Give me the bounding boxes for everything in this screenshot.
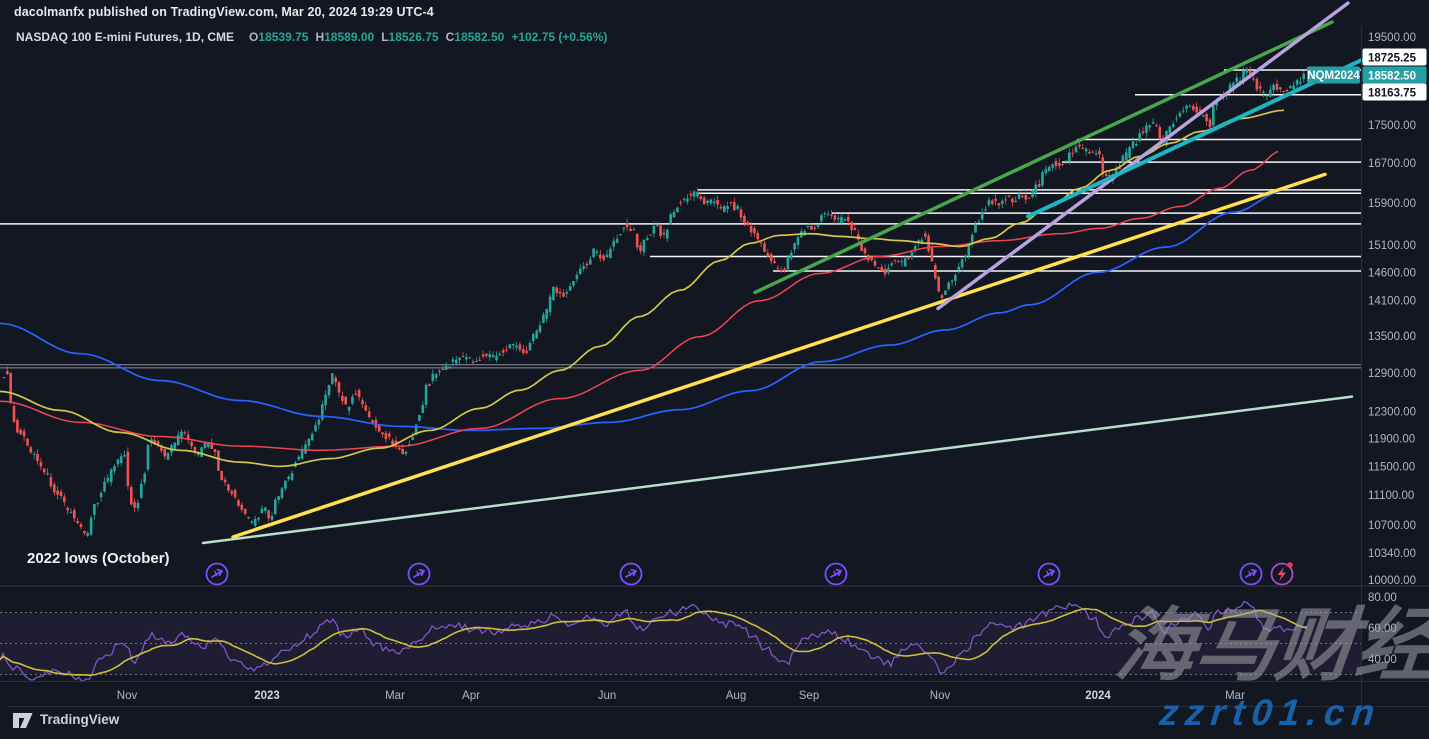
trendline-channel-green[interactable] — [753, 20, 1334, 295]
ma-yellow-line[interactable] — [0, 109, 1285, 468]
price-label-white: 18163.75 — [1368, 88, 1417, 100]
tradingview-logo-footer[interactable]: TradingView — [12, 710, 119, 729]
price-axis-tick: 10700.00 — [1368, 520, 1416, 532]
symbol-title[interactable]: NASDAQ 100 E-mini Futures, 1D, CME — [16, 30, 235, 44]
contract-rollover-icon[interactable] — [1037, 562, 1061, 586]
trendline-accel-teal[interactable] — [1026, 58, 1363, 219]
time-axis-month: Nov — [117, 690, 138, 702]
tradingview-icon — [13, 713, 33, 728]
rsi-axis-tick: 80.00 — [1368, 592, 1397, 604]
change-value: +102.75 (+0.56%) — [511, 30, 608, 44]
open-value: 18539.75 — [258, 30, 309, 44]
price-axis-tick: 15100.00 — [1368, 240, 1416, 252]
price-axis-tick: 12900.00 — [1368, 368, 1416, 380]
tradingview-brand-text: TradingView — [40, 712, 120, 727]
symbol-tag-box — [1307, 66, 1360, 84]
publish-bar: dacolmanfx published on TradingView.com,… — [14, 5, 434, 19]
chart-annotation-2022-lows[interactable]: 2022 lows (October) — [27, 550, 170, 567]
contract-rollover-icon[interactable] — [205, 562, 229, 586]
contract-rollover-icon[interactable] — [824, 562, 848, 586]
price-axis-tick: 11100.00 — [1368, 490, 1414, 502]
price-label-teal: 18582.50 — [1368, 71, 1416, 83]
price-axis-tick: 16700.00 — [1368, 158, 1416, 170]
trendline-long-term-support-mint[interactable] — [201, 395, 1354, 545]
time-axis-month: Mar — [385, 690, 405, 702]
low-label: L — [381, 30, 389, 44]
watermark-cjk: 海马财经 — [1111, 601, 1429, 690]
rsi-ma-line[interactable] — [0, 607, 1308, 677]
support-resistance-lines[interactable] — [0, 69, 1361, 272]
trendline-uptrend-yellow[interactable] — [231, 172, 1327, 539]
price-axis-tick: 13500.00 — [1368, 331, 1416, 343]
price-axis-tick: 14100.00 — [1368, 296, 1416, 308]
price-axis-tick: 17500.00 — [1368, 120, 1416, 132]
trendline-accel-purple[interactable] — [936, 1, 1350, 311]
price-axis-tick: 12300.00 — [1368, 407, 1416, 419]
rsi-axis-tick: 40.00 — [1368, 654, 1397, 666]
ma-blue-line[interactable] — [0, 191, 1279, 432]
low-value: 18526.75 — [388, 30, 439, 44]
contract-rollover-icon[interactable] — [619, 562, 643, 586]
price-axis-tick: 10000.00 — [1368, 575, 1416, 587]
price-label-white: 18725.25 — [1368, 53, 1417, 65]
rsi-axis-tick: 60.00 — [1368, 623, 1397, 635]
price-axis-tick: 11900.00 — [1368, 434, 1415, 446]
time-axis-month: Nov — [930, 690, 951, 702]
price-axis-tick: 11500.00 — [1368, 461, 1415, 473]
time-axis-year: 2024 — [1085, 690, 1111, 702]
close-label: C — [445, 30, 455, 44]
symbol-tag-text: NQM2024 — [1307, 70, 1360, 82]
watermark-url: zzrt01.cn — [1157, 692, 1384, 733]
rsi-line[interactable] — [0, 600, 1308, 683]
high-value: 18589.00 — [324, 30, 375, 44]
publish-text: dacolmanfx published on TradingView.com,… — [14, 5, 434, 19]
contract-rollover-icon[interactable] — [407, 562, 431, 586]
time-axis-month: Sep — [799, 690, 819, 702]
ma-red-line[interactable] — [0, 150, 1279, 452]
time-axis-year: 2023 — [254, 690, 280, 702]
lightning-event-icon[interactable] — [1270, 562, 1294, 586]
price-axis-tick: 15900.00 — [1368, 198, 1416, 210]
close-value: 18582.50 — [454, 30, 505, 44]
price-axis-tick: 10340.00 — [1368, 548, 1416, 560]
price-axis[interactable] — [1362, 48, 1427, 101]
price-axis-tick: 14600.00 — [1368, 267, 1416, 279]
open-label: O — [249, 30, 259, 44]
time-axis-month: Jun — [598, 690, 617, 702]
contract-rollover-icon[interactable] — [1239, 562, 1263, 586]
price-axis-tick: 19500.00 — [1368, 32, 1416, 44]
time-axis-month: Apr — [462, 690, 480, 702]
candles — [2, 66, 1306, 538]
time-axis-month: Aug — [726, 690, 746, 702]
gray-level-lines — [0, 364, 1361, 369]
high-label: H — [315, 30, 325, 44]
time-axis-month: Mar — [1225, 690, 1245, 702]
symbol-legend: NASDAQ 100 E-mini Futures, 1D, CME O18539… — [16, 30, 607, 44]
